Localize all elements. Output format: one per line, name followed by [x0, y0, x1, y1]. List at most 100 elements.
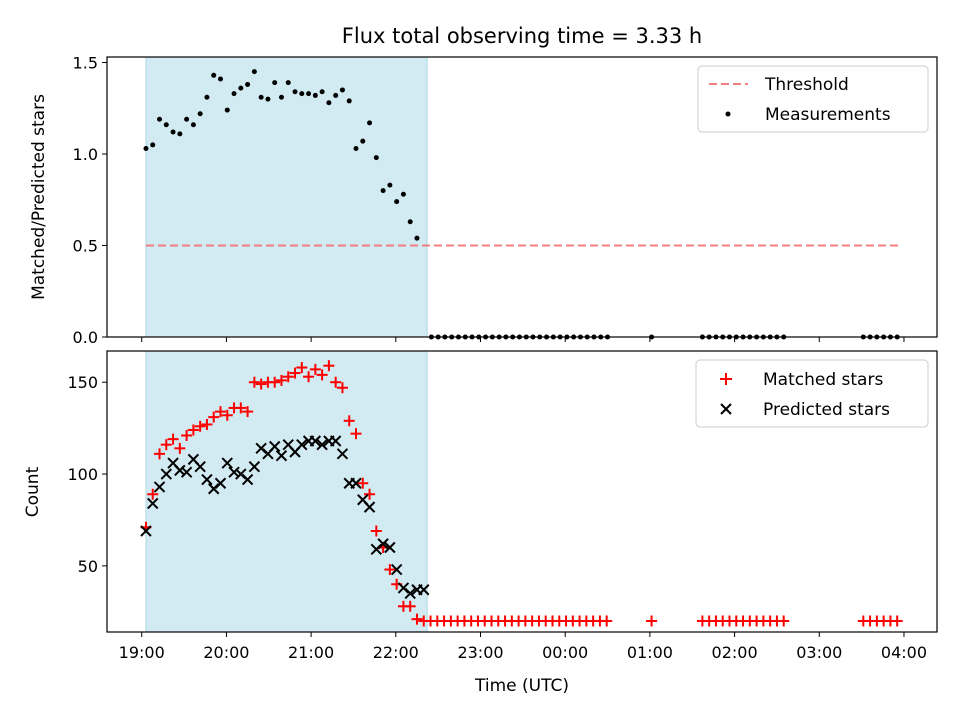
predicted-star-stroke-b: [174, 464, 186, 477]
top-y-tick-label: 1.5: [73, 53, 98, 72]
predicted-star-point: [221, 457, 233, 469]
measurement-point: [394, 199, 400, 205]
measurement-point: [326, 100, 332, 106]
predicted-star-stroke-b: [282, 438, 294, 451]
legend-predicted-label: Predicted stars: [763, 400, 890, 420]
x-tick-label: 02:00: [712, 643, 758, 662]
matched-star-point: [174, 442, 186, 454]
matched-star-point: [350, 428, 362, 440]
measurement-point: [292, 89, 298, 95]
predicted-star-stroke-b: [309, 435, 322, 447]
matched-star-point: [242, 406, 254, 418]
measurement-point: [353, 146, 359, 152]
predicted-star-point: [275, 449, 288, 462]
bottom-observing-window: [145, 350, 428, 633]
x-tick-label: 19:00: [119, 643, 165, 662]
predicted-star-stroke-b: [350, 477, 362, 489]
matched-star-point: [235, 402, 247, 414]
predicted-star-point: [363, 501, 376, 513]
top-y-tick-label: 0.5: [73, 236, 98, 255]
matched-star-point: [411, 613, 423, 625]
legend-measurements-swatch: [725, 111, 731, 117]
measurement-point: [306, 91, 312, 97]
matched-star-point: [214, 406, 226, 418]
predicted-star-stroke-b: [241, 473, 254, 486]
matched-star-point: [296, 362, 308, 374]
top-y-tick-label: 1.0: [73, 145, 98, 164]
predicted-star-point: [140, 525, 152, 537]
predicted-star-stroke-b: [221, 457, 233, 469]
top-legend: Threshold Measurements: [697, 65, 929, 133]
bottom-legend: Matched stars Predicted stars: [695, 359, 929, 428]
measurement-point: [231, 91, 237, 97]
legend-measurements-label: Measurements: [765, 105, 891, 125]
matched-star-point: [289, 367, 301, 379]
predicted-star-stroke-b: [316, 438, 328, 451]
predicted-star-stroke-b: [153, 481, 166, 493]
bottom-panel-frame: [106, 350, 938, 633]
chart-title: Flux total observing time = 3.33 h: [342, 24, 702, 48]
predicted-star-stroke-b: [180, 466, 193, 478]
measurement-point: [217, 76, 223, 82]
matched-star-point: [154, 448, 166, 460]
measurement-point: [211, 72, 217, 78]
predicted-star-stroke-b: [194, 460, 206, 473]
measurement-point: [339, 87, 345, 93]
matched-star-point: [269, 376, 281, 388]
matched-star-point: [147, 488, 159, 500]
matched-star-point: [384, 564, 396, 576]
predicted-star-stroke-b: [214, 477, 227, 489]
measurement-point: [197, 111, 203, 117]
predicted-star-stroke-b: [404, 587, 416, 600]
matched-star-point: [309, 363, 321, 375]
matched-star-point: [187, 424, 199, 436]
measurement-point: [299, 91, 305, 97]
matched-star-point: [778, 615, 790, 627]
measurement-point: [312, 92, 318, 98]
matched-star-point: [208, 411, 220, 423]
bottom-panel: 50 100 150 19:00 20:00 21:00 22:00 23:00 00:00 0…: [23, 350, 938, 696]
matched-star-point: [167, 433, 179, 445]
legend-predicted-swatch: [720, 403, 732, 415]
predicted-star-stroke-b: [329, 435, 342, 447]
predicted-star-point: [241, 473, 254, 486]
bottom-y-tick-label: 50: [78, 557, 98, 576]
measurement-point: [265, 96, 271, 102]
measurement-point: [190, 122, 196, 128]
matched-star-point: [336, 382, 348, 394]
predicted-star-point: [153, 481, 166, 493]
predicted-star-stroke-b: [228, 466, 240, 478]
predicted-star-point: [309, 435, 322, 447]
measurement-point: [163, 122, 169, 128]
predicted-star-stroke-b: [336, 448, 349, 460]
predicted-star-stroke-b: [275, 449, 288, 462]
predicted-star-stroke-b: [357, 494, 369, 506]
matched-star-point: [357, 477, 369, 489]
bottom-y-axis-label: Count: [23, 466, 43, 517]
top-panel-frame: [106, 56, 938, 338]
predicted-star-point: [194, 460, 206, 473]
predicted-star-stroke-b: [384, 541, 396, 554]
measurement-point: [238, 85, 244, 91]
predicted-star-stroke-b: [296, 438, 308, 451]
bottom-legend-box: [695, 359, 929, 428]
top-legend-box: [697, 65, 929, 133]
predicted-star-stroke-b: [187, 453, 200, 466]
measurement-point: [204, 94, 210, 100]
top-y-axis-label: Matched/Predicted stars: [29, 94, 49, 300]
measurement-point: [245, 81, 251, 87]
predicted-star-point: [384, 541, 396, 554]
matched-star-point: [343, 415, 355, 427]
measurement-point: [367, 120, 373, 126]
measurement-point: [387, 182, 393, 188]
matched-star-point: [221, 409, 233, 421]
predicted-star-point: [160, 468, 172, 480]
predicted-star-point: [174, 464, 186, 477]
top-observing-window: [145, 56, 428, 338]
legend-matched-swatch: [720, 373, 732, 385]
matched-star-point: [364, 488, 376, 500]
matched-star-point: [370, 525, 382, 537]
measurement-point: [177, 131, 183, 137]
measurement-point: [373, 155, 379, 161]
